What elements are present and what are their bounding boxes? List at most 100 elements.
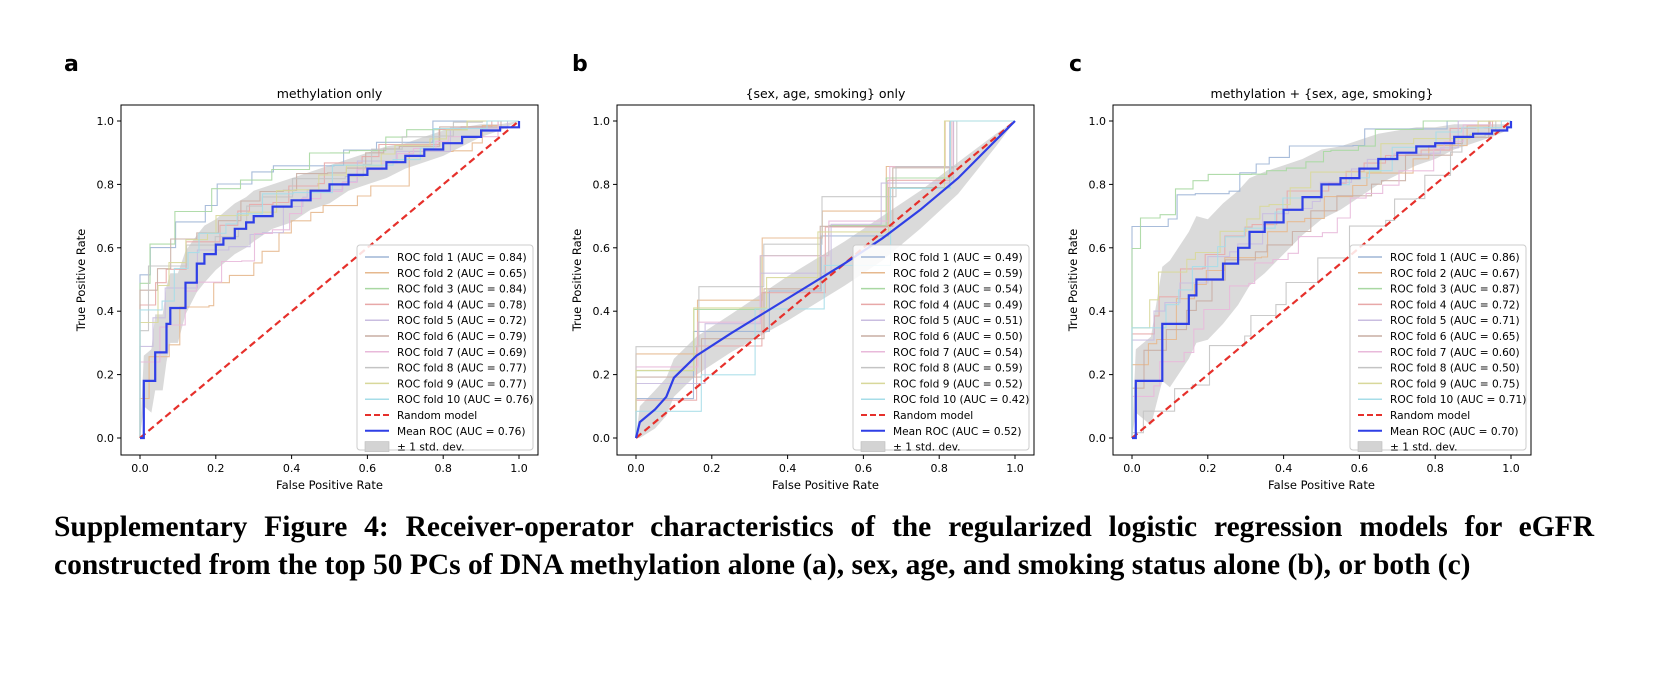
x-tick-label: 1.0: [1502, 462, 1520, 475]
x-tick-label: 0.2: [1199, 462, 1217, 475]
random-model-line: [635, 120, 1016, 439]
std-band: [1132, 121, 1511, 438]
x-tick-label: 0.4: [1275, 462, 1293, 475]
y-axis-label: True Positive Rate: [1066, 229, 1080, 332]
roc-fold-10-line: [139, 120, 519, 438]
mean-roc-line: [140, 121, 521, 440]
x-tick-label: 0.6: [855, 462, 873, 475]
legend-entry: ROC fold 6 (AUC = 0.79): [397, 331, 527, 343]
x-tick-label: 0.8: [1426, 462, 1444, 475]
roc-panel-a: a methylation only 0.0 0.2 0.4 0.6 0.8 1.0 0.0 0.…: [64, 52, 539, 492]
legend-entry: Mean ROC (AUC = 0.76): [397, 426, 526, 438]
legend-entry: ROC fold 3 (AUC = 0.87): [1390, 284, 1520, 296]
legend-handle-band: [860, 441, 886, 452]
roc-fold-1-line: [1131, 120, 1511, 438]
legend-entry: Mean ROC (AUC = 0.52): [893, 426, 1022, 438]
legend-entry: ROC fold 2 (AUC = 0.67): [1390, 268, 1520, 280]
legend-entry: Random model: [397, 410, 477, 422]
axes-frame: [1112, 104, 1532, 456]
y-axis-label: True Positive Rate: [570, 229, 584, 332]
roc-fold-3-line: [1131, 120, 1511, 438]
legend: ROC fold 1 (AUC = 0.84) ROC fold 2 (AUC =…: [356, 244, 534, 454]
figure-caption: Supplementary Figure 4: Receiver-operato…: [54, 511, 1594, 581]
roc-fold-8-line: [635, 120, 1015, 438]
legend-entry: ROC fold 10 (AUC = 0.42): [893, 394, 1029, 406]
legend-entry: ROC fold 7 (AUC = 0.60): [1390, 347, 1520, 359]
legend-entry: ROC fold 2 (AUC = 0.59): [893, 268, 1023, 280]
y-tick-label: 0.4: [1089, 305, 1107, 318]
legend-entry: ROC fold 6 (AUC = 0.65): [1390, 331, 1520, 343]
legend-entry: ROC fold 8 (AUC = 0.77): [397, 363, 527, 375]
y-axis-label: True Positive Rate: [74, 229, 88, 332]
legend-entry: ROC fold 9 (AUC = 0.75): [1390, 378, 1520, 390]
legend-entry: ROC fold 5 (AUC = 0.72): [397, 315, 527, 327]
x-tick-label: 0.6: [359, 462, 377, 475]
legend-entry: ROC fold 5 (AUC = 0.71): [1390, 315, 1520, 327]
legend-entry: ROC fold 8 (AUC = 0.59): [893, 363, 1023, 375]
legend-entry: ROC fold 8 (AUC = 0.50): [1390, 363, 1520, 375]
roc-fold-10-line: [635, 120, 1015, 438]
y-tick-label: 0.4: [593, 305, 611, 318]
y-tick-label: 1.0: [593, 115, 611, 128]
legend-entry: ROC fold 10 (AUC = 0.71): [1390, 394, 1526, 406]
legend-entry: Mean ROC (AUC = 0.70): [1390, 426, 1519, 438]
legend-handle-band: [364, 441, 390, 452]
roc-fold-7-line: [139, 120, 519, 438]
roc-panel-c: c methylation + {sex, age, smoking} 0.0 0.2…: [1066, 52, 1532, 492]
legend: ROC fold 1 (AUC = 0.49) ROC fold 2 (AUC =…: [852, 244, 1030, 454]
y-tick-label: 0.8: [97, 178, 115, 191]
legend-entry: ROC fold 4 (AUC = 0.72): [1390, 299, 1520, 311]
legend-frame: [1349, 244, 1527, 451]
legend-entry: ROC fold 1 (AUC = 0.84): [397, 252, 527, 264]
roc-fold-2-line: [139, 120, 519, 438]
legend-entry: ROC fold 9 (AUC = 0.77): [397, 378, 527, 390]
x-tick-label: 0.4: [779, 462, 797, 475]
roc-fold-6-line: [139, 120, 519, 438]
y-tick-label: 0.8: [1089, 178, 1107, 191]
legend-entry: ROC fold 10 (AUC = 0.76): [397, 394, 533, 406]
panel-label: b: [572, 52, 588, 77]
chart-title: methylation only: [277, 86, 383, 101]
legend-entry: ROC fold 4 (AUC = 0.49): [893, 299, 1023, 311]
x-tick-label: 0.8: [930, 462, 948, 475]
panel-label: c: [1069, 52, 1082, 77]
y-tick-label: 0.8: [593, 178, 611, 191]
y-tick-label: 0.0: [97, 432, 115, 445]
legend-handle-band: [1357, 441, 1383, 452]
legend-entry: ROC fold 7 (AUC = 0.54): [893, 347, 1023, 359]
x-axis-label: False Positive Rate: [1268, 478, 1375, 492]
y-tick-label: 1.0: [1089, 115, 1107, 128]
mean-roc-line: [634, 120, 1016, 439]
x-tick-label: 1.0: [510, 462, 528, 475]
x-tick-label: 0.6: [1351, 462, 1369, 475]
roc-fold-9-line: [139, 120, 519, 438]
mean-roc-line: [1132, 121, 1513, 440]
legend-entry: ± 1 std. dev.: [1390, 442, 1458, 454]
roc-fold-5-line: [1131, 120, 1511, 438]
roc-fold-1-line: [635, 120, 1015, 438]
y-tick-label: 0.2: [97, 369, 115, 382]
random-model-line: [139, 120, 520, 439]
legend-entry: ROC fold 3 (AUC = 0.84): [397, 284, 527, 296]
legend-entry: Random model: [893, 410, 973, 422]
legend-entry: ROC fold 7 (AUC = 0.69): [397, 347, 527, 359]
legend-frame: [852, 244, 1030, 451]
x-tick-label: 0.2: [207, 462, 225, 475]
chart-title: {sex, age, smoking} only: [746, 86, 906, 101]
legend-frame: [356, 244, 534, 451]
x-tick-label: 0.4: [283, 462, 301, 475]
y-tick-label: 0.6: [97, 242, 115, 255]
legend-entry: Random model: [1390, 410, 1470, 422]
x-tick-label: 0.0: [1123, 462, 1141, 475]
y-tick-label: 0.0: [1089, 432, 1107, 445]
roc-fold-5-line: [139, 120, 519, 438]
legend-entry: ROC fold 3 (AUC = 0.54): [893, 284, 1023, 296]
roc-fold-1-line: [139, 120, 519, 438]
y-tick-label: 0.6: [593, 242, 611, 255]
random-model-line: [1131, 120, 1512, 439]
roc-fold-7-line: [1131, 120, 1511, 438]
roc-panel-b: b {sex, age, smoking} only 0.0 0.2 0.4 0.6 0.8…: [570, 52, 1035, 492]
x-tick-label: 0.0: [627, 462, 645, 475]
axes-frame: [616, 104, 1035, 456]
y-tick-label: 1.0: [97, 115, 115, 128]
